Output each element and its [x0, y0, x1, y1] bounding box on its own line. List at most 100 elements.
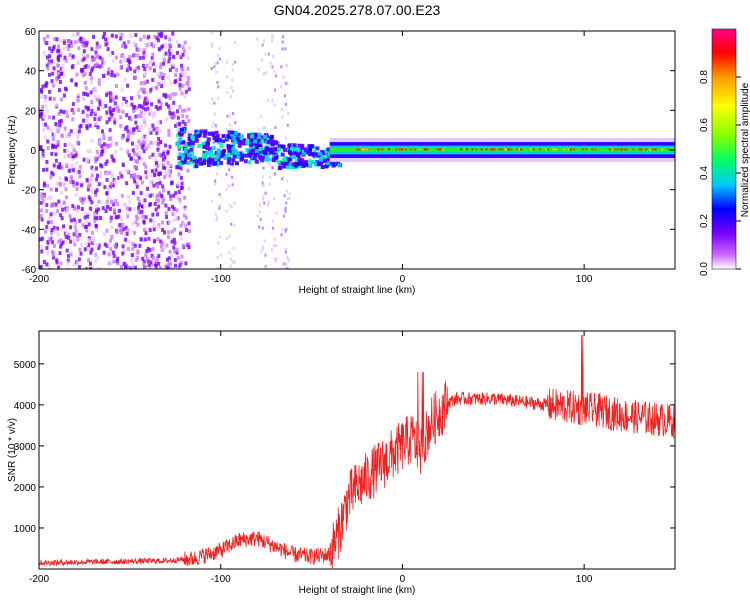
spectrogram-cell	[84, 43, 88, 48]
spectrogram-cell	[199, 129, 204, 134]
spectrogram-cell	[80, 39, 84, 44]
spectrogram-cell	[281, 227, 284, 231]
spectrogram-hotspot	[552, 148, 555, 151]
spectrogram-cell	[148, 108, 152, 113]
spectrogram-cell	[218, 204, 221, 208]
spectrogram-cell	[137, 210, 141, 215]
spectrogram-cell	[262, 126, 265, 130]
spectrogram-cell	[87, 195, 91, 200]
spectrogram-cell	[162, 57, 166, 62]
spectrogram-cell	[170, 267, 174, 269]
spectrogram-cell	[55, 258, 59, 263]
snr-frame	[38, 330, 676, 570]
spectrogram-cell	[254, 159, 259, 164]
spectrogram-cell	[75, 207, 79, 212]
spectrogram-cell	[95, 243, 99, 248]
spectrogram-cell	[107, 187, 111, 192]
spectrogram-cell	[153, 173, 157, 178]
spectrogram-cell	[154, 207, 158, 212]
spectrogram-hotspot	[538, 148, 541, 151]
spectrogram-hotspot	[667, 148, 670, 151]
spectrogram-cell	[74, 151, 78, 156]
spectrogram-hotspot	[439, 148, 442, 151]
spectrogram-cell	[86, 54, 90, 59]
spectrogram-cell	[59, 38, 63, 43]
spectrogram-cell	[70, 151, 74, 156]
spectrogram-cell	[282, 147, 287, 152]
spectrogram-cell	[139, 104, 143, 109]
spectrogram-cell	[54, 158, 58, 163]
spectrogram-cell	[178, 86, 182, 91]
spectrogram-cell	[213, 161, 218, 166]
spectrogram-cell	[160, 34, 164, 39]
spectrogram-cell	[168, 108, 172, 113]
spectrogram-cell	[180, 71, 184, 76]
spectrogram-cell	[183, 94, 187, 99]
spectrogram-cell	[153, 261, 157, 266]
spectrogram-cell	[167, 59, 171, 64]
spectrogram-cell	[228, 115, 231, 119]
spectrogram-cell	[168, 111, 172, 116]
spectrogram-cell	[113, 101, 117, 106]
spectrogram-cell	[331, 162, 336, 167]
spectrogram-hotspot	[567, 148, 570, 151]
spectrogram-cell	[136, 255, 140, 260]
spectrogram-cell	[227, 184, 230, 188]
spectrogram-ytick-label: -20	[22, 186, 37, 197]
spectrogram-cell	[139, 176, 143, 181]
spectrogram-cell	[97, 81, 101, 86]
spectrogram-cell	[45, 167, 49, 172]
spectrogram-cell	[183, 195, 187, 200]
spectrogram-cell	[129, 267, 133, 269]
spectrogram-cell	[327, 152, 332, 157]
spectrogram-cell	[108, 52, 112, 57]
spectrogram-cell	[154, 104, 158, 109]
spectrogram-cell	[216, 61, 219, 65]
spectrogram-cell	[274, 260, 277, 264]
spectrogram-cell	[62, 182, 66, 187]
spectrogram-cell	[93, 212, 97, 217]
spectrogram-cell	[235, 137, 240, 142]
spectrogram-cell	[157, 253, 161, 258]
spectrogram-cell	[271, 166, 274, 170]
spectrogram-cell	[260, 250, 263, 254]
spectrogram-cell	[187, 153, 192, 158]
spectrogram-cell	[85, 177, 89, 182]
spectrogram-cell	[110, 200, 114, 205]
spectrogram-cell	[264, 140, 269, 145]
spectrogram-cell	[124, 99, 128, 104]
spectrogram-cell	[170, 181, 174, 186]
spectrogram-cell	[285, 201, 288, 205]
spectrogram-cell	[71, 180, 75, 185]
spectrogram-cell	[65, 177, 69, 182]
spectrogram-cell	[210, 44, 213, 48]
spectrogram-cell	[93, 219, 97, 224]
spectrogram-cell	[266, 157, 271, 162]
spectrogram-cell	[145, 79, 149, 84]
spectrogram-cell	[324, 164, 329, 169]
spectrogram-cell	[268, 182, 271, 186]
spectrogram-cell	[146, 106, 150, 111]
spectrogram-cell	[55, 76, 59, 81]
spectrogram-cell	[80, 58, 84, 63]
spectrogram-cell	[182, 221, 186, 226]
spectrogram-cell	[152, 227, 156, 232]
spectrogram-cell	[103, 185, 107, 190]
spectrogram-cell	[161, 162, 165, 167]
spectrogram-cell	[158, 32, 162, 37]
spectrogram-cell	[42, 123, 46, 128]
spectrogram-cell	[317, 151, 322, 156]
spectrogram-cell	[175, 250, 179, 255]
spectrogram-cell	[170, 254, 174, 259]
spectrogram-cell	[155, 131, 159, 136]
spectrogram-cell	[59, 244, 63, 249]
spectrogram-cell	[62, 38, 66, 43]
spectrogram-cell	[85, 124, 89, 129]
spectrogram-cell	[288, 162, 293, 167]
spectrogram-cell	[212, 121, 215, 125]
spectrogram-cell	[143, 140, 147, 145]
spectrogram-cell	[258, 210, 261, 214]
spectrogram-cell	[259, 135, 264, 140]
spectrogram-cell	[90, 99, 94, 104]
